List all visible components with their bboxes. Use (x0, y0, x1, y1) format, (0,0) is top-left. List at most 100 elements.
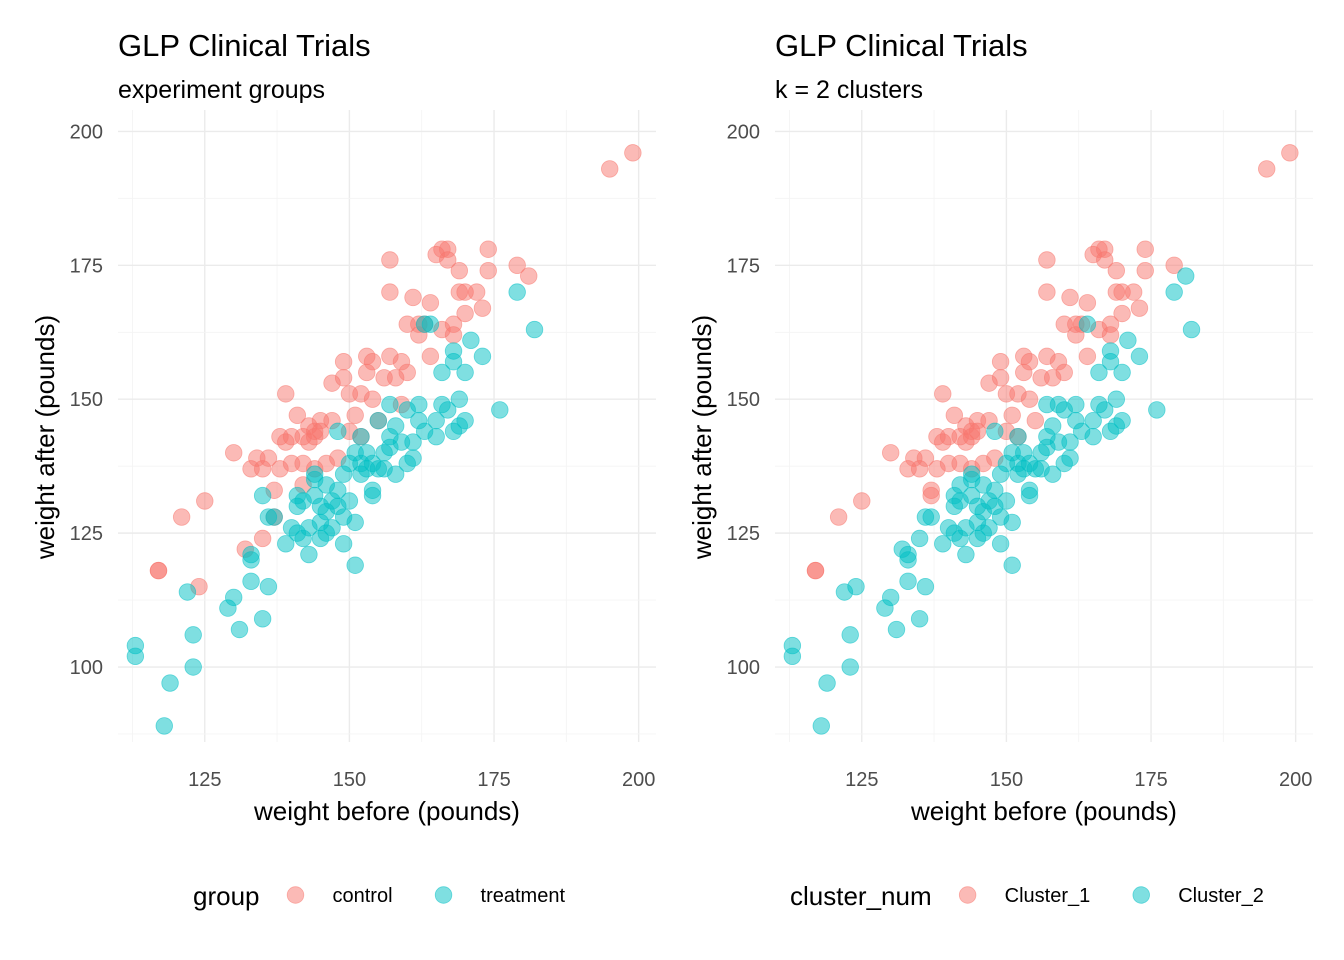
data-point (1258, 160, 1276, 178)
data-point (818, 674, 836, 692)
legend-label: treatment (481, 885, 566, 907)
x-tick-label: 150 (333, 769, 366, 791)
data-point (329, 422, 347, 441)
data-point (1055, 363, 1073, 382)
data-point (369, 411, 388, 430)
data-point (444, 342, 463, 360)
data-point (1009, 428, 1027, 446)
data-point (1038, 251, 1056, 269)
data-point (1061, 449, 1079, 467)
data-point (386, 465, 405, 483)
data-point (1061, 288, 1079, 307)
data-point (439, 251, 457, 269)
data-point (841, 658, 859, 676)
data-point (224, 588, 243, 607)
data-point (386, 417, 405, 435)
data-point (277, 385, 295, 403)
y-tick-label: 200 (727, 121, 760, 143)
data-point (311, 422, 330, 441)
data-point (172, 508, 191, 526)
chart-panel-1: GLP Clinical Trials experiment groups 125 1… (30, 28, 656, 911)
y-axis-title: weight after (pounds) (30, 315, 60, 560)
series-Cluster_2 (783, 267, 1201, 735)
data-point (1177, 267, 1195, 285)
data-point (363, 486, 382, 505)
chart-subtitle: k = 2 clusters (775, 76, 923, 104)
y-axis-title: weight after (pounds) (687, 315, 717, 560)
data-point (829, 508, 848, 526)
data-point (184, 626, 202, 644)
data-point (968, 422, 987, 441)
data-point (363, 390, 382, 408)
data-point (253, 486, 272, 505)
data-point (259, 577, 278, 596)
legend-key (434, 886, 453, 904)
y-tick-label: 175 (70, 255, 103, 277)
data-point (253, 529, 272, 548)
x-tick-label: 150 (990, 769, 1023, 791)
data-point (1119, 331, 1137, 350)
data-point (381, 251, 399, 269)
data-point (381, 395, 399, 414)
legend-key (1132, 886, 1150, 904)
data-point (288, 406, 307, 424)
legend: group control treatment (193, 881, 565, 911)
data-point (922, 508, 940, 526)
y-tick-label: 150 (70, 389, 103, 411)
data-point (433, 363, 451, 382)
x-tick-label: 175 (477, 769, 510, 791)
data-point (479, 261, 497, 280)
data-point (1136, 240, 1154, 258)
data-point (1003, 513, 1021, 532)
series-control (149, 144, 642, 596)
data-point (1096, 251, 1114, 269)
data-point (991, 369, 1010, 387)
data-point (508, 256, 526, 275)
data-point (1078, 315, 1097, 333)
data-point (334, 535, 353, 553)
data-point (899, 545, 917, 564)
data-point (916, 577, 935, 596)
data-point (427, 428, 445, 446)
data-point (910, 529, 929, 548)
data-point (421, 347, 440, 366)
x-tick-label: 200 (1279, 769, 1312, 791)
data-point (404, 449, 422, 467)
chart-title: GLP Clinical Trials (118, 28, 371, 63)
data-point (1078, 347, 1097, 366)
legend-key (286, 886, 305, 904)
data-point (421, 315, 440, 333)
x-tick-label: 125 (845, 769, 878, 791)
data-point (1090, 363, 1108, 382)
series-treatment (126, 283, 544, 735)
data-point (242, 545, 260, 564)
chart-panel-2: GLP Clinical Trials k = 2 clusters 125 150 1… (687, 28, 1313, 911)
data-point (456, 411, 474, 430)
series-Cluster_1 (806, 144, 1299, 580)
data-point (881, 444, 900, 462)
data-point (624, 144, 642, 162)
data-point (1165, 256, 1183, 275)
legend: cluster_num Cluster_1 Cluster_2 (790, 881, 1264, 911)
data-point (1084, 428, 1102, 446)
data-point (1130, 299, 1149, 317)
data-point (783, 647, 802, 666)
data-point (462, 331, 480, 350)
y-tick-label: 150 (727, 389, 760, 411)
data-point (1061, 433, 1079, 451)
data-point (1107, 390, 1126, 408)
data-point (265, 508, 283, 526)
y-tick-label: 125 (70, 523, 103, 545)
legend-label: control (333, 885, 393, 907)
data-point (126, 647, 145, 666)
x-tick-label: 175 (1134, 769, 1167, 791)
legend-title: group (193, 881, 260, 911)
data-point (300, 545, 318, 564)
data-point (1124, 283, 1143, 301)
data-point (346, 556, 364, 574)
data-point (1043, 417, 1062, 435)
data-point (381, 283, 399, 301)
data-point (910, 610, 929, 628)
data-point (847, 577, 865, 596)
